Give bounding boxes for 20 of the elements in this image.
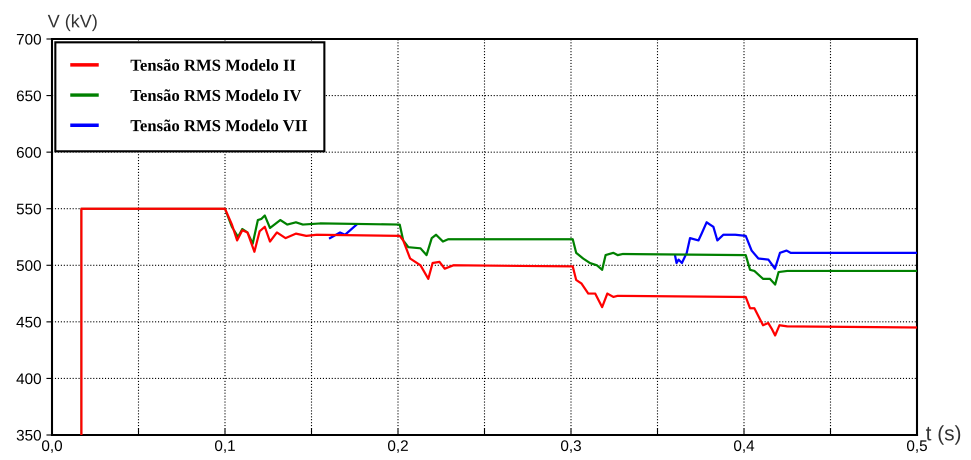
x-tick-label: 0,2	[388, 440, 408, 453]
line-series	[80, 208, 917, 435]
y-tick-label: 500	[16, 260, 41, 271]
y-tick-label: 400	[16, 373, 41, 384]
x-tick-label: 0,5	[906, 440, 927, 453]
x-tick-label: 0,3	[560, 440, 581, 453]
legend-label: Tensão RMS Modelo IV	[130, 89, 302, 102]
y-tick-label: 700	[16, 34, 41, 45]
y-tick-label: 450	[16, 316, 41, 328]
legend-label: Tensão RMS Modelo II	[130, 59, 296, 71]
y-tick-label: 550	[16, 204, 41, 214]
y-tick-label: 650	[16, 90, 41, 102]
x-tick-label: 0,0	[42, 440, 62, 453]
x-tick-label: 0,1	[214, 440, 235, 453]
y-tick-label: 350	[16, 430, 41, 441]
y-tick-label: 600	[16, 147, 41, 158]
legend-label: Tensão RMS Modelo VII	[130, 120, 308, 132]
x-tick-label: 0,4	[734, 440, 754, 453]
y-axis-title: V (kV)	[48, 14, 97, 32]
x-axis-title: t (s)	[926, 425, 960, 445]
